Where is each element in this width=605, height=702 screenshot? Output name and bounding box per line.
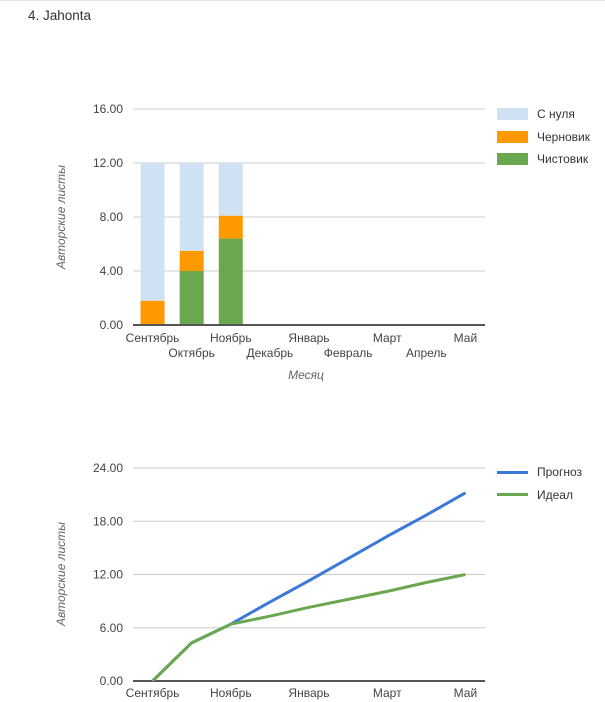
bar-segment[interactable] [179, 163, 204, 251]
bar-segment[interactable] [140, 300, 165, 325]
x-tick-label: Сентябрь [126, 331, 180, 345]
y-tick-label: 0.00 [100, 318, 124, 332]
legend-label: Черновик [537, 129, 590, 144]
legend-item-draft: Черновик [497, 129, 590, 144]
y-tick-label: 16.00 [93, 102, 123, 116]
bar-chart-y-axis-title: Авторские листы [54, 165, 68, 269]
legend-item-ideal: Идеал [497, 487, 582, 502]
y-tick-label: 4.00 [100, 264, 124, 278]
ideal-line-swatch-icon [497, 493, 528, 496]
y-tick-label: 12.00 [93, 156, 123, 170]
page-title: 4. Jahonta [28, 8, 92, 23]
legend-label: Прогноз [537, 465, 583, 479]
line-chart-y-axis-title: Авторские листы [54, 522, 68, 626]
x-tick-label: Март [373, 686, 402, 700]
ideal-line[interactable] [151, 573, 466, 683]
x-tick-label: Май [454, 331, 478, 345]
y-tick-label: 0.00 [100, 674, 124, 688]
x-tick-label: Сентябрь [126, 686, 180, 700]
legend-item-forecast: Прогноз [497, 465, 583, 479]
legend-label: Чистовик [537, 152, 589, 166]
bar-segment[interactable] [179, 250, 204, 271]
x-tick-label: Январь [288, 331, 329, 345]
x-tick-label: Март [373, 331, 402, 345]
draft-swatch-icon [497, 130, 528, 143]
x-tick-label: Февраль [324, 346, 373, 360]
x-tick-label: Январь [288, 686, 329, 700]
x-tick-label: Май [454, 686, 478, 700]
y-tick-label: 18.00 [93, 514, 123, 528]
x-tick-label: Апрель [406, 346, 447, 360]
line-chart-legend: Прогноз Идеал [497, 465, 583, 511]
forecast-line-swatch-icon [497, 470, 528, 474]
stacked-bar-chart: 0.00 4.00 8.00 12.00 16.00 СентябрьОктябрьНоя… [93, 102, 485, 360]
bar-chart-legend: С нуля Черновик Чистовик [497, 107, 590, 176]
x-tick-label: Ноябрь [210, 331, 252, 345]
y-tick-label: 24.00 [93, 461, 123, 475]
bar-chart-x-axis-title: Месяц [288, 368, 324, 382]
line-chart: 0.00 6.00 12.00 18.00 24.00 Сентябрь Ноябрь Янв… [93, 461, 485, 700]
x-tick-label: Декабрь [246, 346, 293, 360]
clean-swatch-icon [497, 153, 528, 165]
x-tick-label: Октябрь [168, 346, 215, 360]
legend-item-from-scratch: С нуля [497, 107, 590, 121]
legend-item-clean: Чистовик [497, 152, 590, 166]
from-scratch-swatch-icon [497, 108, 528, 120]
y-tick-label: 12.00 [93, 568, 123, 582]
bar-segment[interactable] [218, 215, 243, 239]
legend-label: Идеал [537, 487, 573, 502]
bar-segment[interactable] [218, 238, 243, 325]
x-tick-label: Ноябрь [210, 686, 252, 700]
y-tick-label: 8.00 [100, 210, 124, 224]
legend-label: С нуля [537, 107, 575, 121]
bar-segment[interactable] [140, 163, 165, 301]
bar-segment[interactable] [179, 271, 204, 325]
bar-segment[interactable] [218, 163, 243, 216]
y-tick-label: 6.00 [100, 621, 124, 635]
